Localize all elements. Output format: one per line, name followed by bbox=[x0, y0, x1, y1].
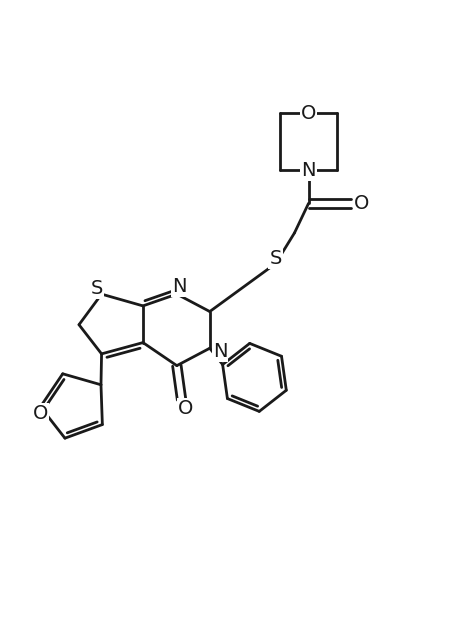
Text: N: N bbox=[172, 277, 187, 296]
Text: S: S bbox=[91, 279, 103, 298]
Text: O: O bbox=[33, 404, 48, 423]
Text: S: S bbox=[269, 250, 282, 268]
Text: N: N bbox=[213, 342, 228, 362]
Text: O: O bbox=[178, 399, 193, 419]
Text: N: N bbox=[301, 161, 316, 180]
Text: O: O bbox=[354, 194, 369, 213]
Text: O: O bbox=[301, 104, 316, 122]
